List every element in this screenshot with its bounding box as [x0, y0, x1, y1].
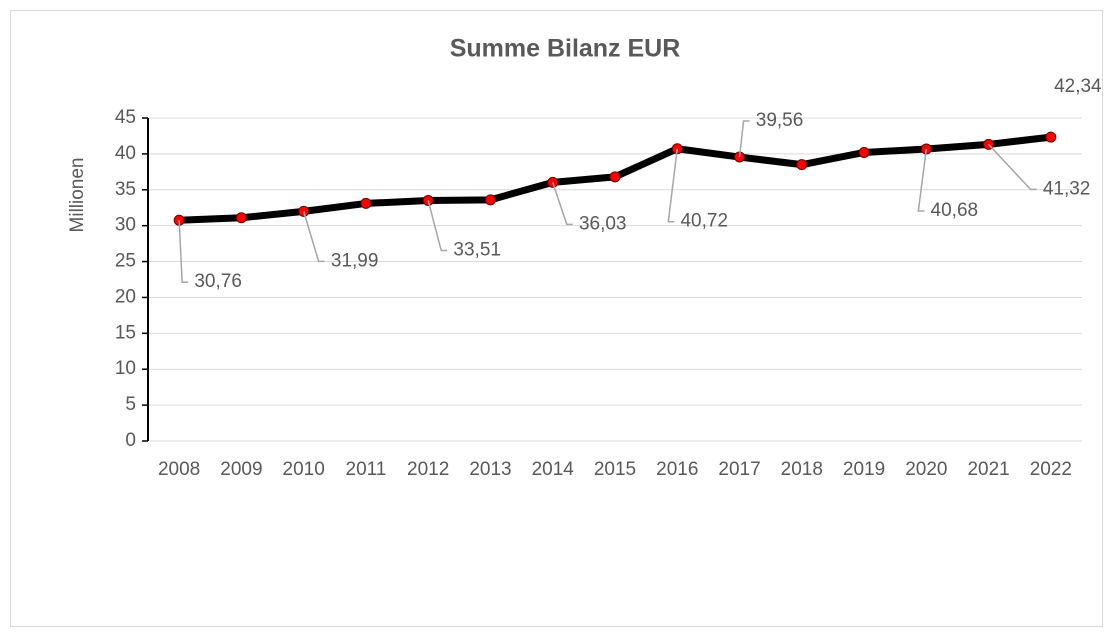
y-tick-label: 40 — [115, 143, 136, 164]
leader-line — [988, 143, 1037, 191]
y-tick-label: 25 — [115, 251, 136, 272]
x-tick-label: 2019 — [843, 459, 885, 480]
x-tick-label: 2018 — [781, 459, 823, 480]
data-label: 41,32 — [1043, 178, 1091, 199]
x-tick-label: 2017 — [718, 459, 760, 480]
leader-line — [917, 148, 928, 212]
x-tick-label: 2015 — [594, 459, 636, 480]
x-tick-label: 2022 — [1030, 459, 1072, 480]
y-tick-label: 0 — [125, 430, 136, 451]
x-tick-label: 2021 — [967, 459, 1009, 480]
data-label: 40,72 — [680, 211, 728, 232]
leader-line — [178, 220, 189, 283]
x-tick-label: 2010 — [283, 459, 325, 480]
leader-line — [302, 211, 325, 263]
x-tick-label: 2012 — [407, 459, 449, 480]
x-tick-label: 2011 — [346, 459, 387, 480]
y-tick-label: 5 — [125, 394, 136, 415]
y-tick-label: 20 — [115, 286, 136, 307]
data-label: 39,56 — [756, 110, 804, 131]
y-tick-label: 15 — [115, 322, 136, 343]
x-tick-label: 2008 — [158, 459, 200, 480]
marker — [858, 146, 870, 158]
marker — [796, 159, 808, 171]
y-tick-label: 30 — [115, 215, 136, 236]
leader-line — [738, 120, 750, 158]
data-label: 40,68 — [931, 200, 979, 221]
data-label: 36,03 — [579, 213, 627, 234]
y-tick-label: 35 — [115, 179, 136, 200]
marker — [484, 194, 496, 206]
chart-border — [10, 10, 1103, 627]
y-tick-label: 45 — [115, 107, 136, 128]
marker — [235, 212, 247, 224]
leader-line — [667, 148, 679, 223]
marker — [360, 197, 372, 209]
y-tick-label: 10 — [115, 358, 136, 379]
leader-line — [427, 200, 448, 252]
x-tick-label: 2020 — [905, 459, 947, 480]
data-label: 42,34 — [1054, 76, 1102, 97]
data-label: 31,99 — [331, 250, 379, 271]
chart-title: Summe Bilanz EUR — [450, 35, 681, 63]
x-tick-label: 2016 — [656, 459, 698, 480]
x-tick-label: 2009 — [220, 459, 262, 480]
marker — [609, 171, 621, 183]
data-label: 30,76 — [194, 271, 242, 292]
data-label: 33,51 — [453, 239, 501, 260]
x-tick-label: 2013 — [469, 459, 511, 480]
x-tick-label: 2014 — [532, 459, 575, 480]
leader-line — [552, 182, 573, 226]
marker — [1045, 131, 1057, 143]
y-axis-label: Millionen — [67, 158, 88, 233]
